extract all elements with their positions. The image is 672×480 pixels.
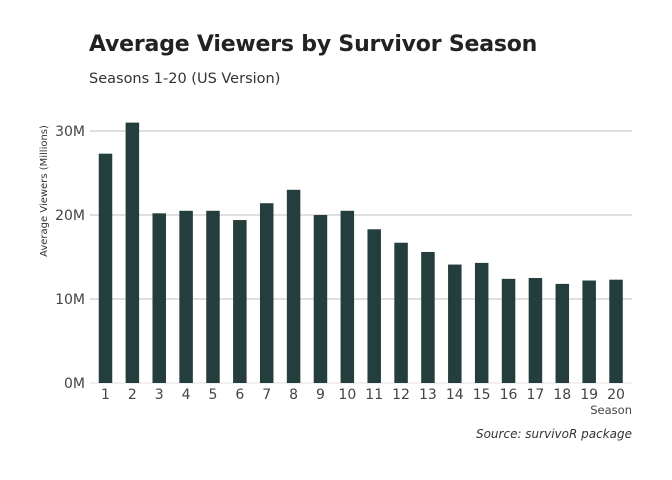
source-caption: Source: survivoR package xyxy=(476,427,632,441)
bar-season-14 xyxy=(448,264,462,383)
x-tick-label: 12 xyxy=(392,387,410,403)
chart-title: Average Viewers by Survivor Season xyxy=(89,32,538,57)
x-tick-label: 4 xyxy=(182,387,191,403)
bars xyxy=(98,122,623,383)
bar-season-10 xyxy=(340,210,355,383)
bar-season-5 xyxy=(206,210,220,383)
x-tick-label: 2 xyxy=(128,387,137,403)
x-tick-label: 13 xyxy=(419,387,437,403)
bar-season-6 xyxy=(233,220,247,383)
bar-season-20 xyxy=(609,279,623,383)
bar-season-8 xyxy=(286,189,301,383)
y-tick-label: 0M xyxy=(64,376,85,392)
y-tick-label: 10M xyxy=(55,292,85,308)
y-tick-label: 30M xyxy=(55,124,85,140)
bar-season-3 xyxy=(152,213,166,383)
bar-season-7 xyxy=(259,203,274,383)
chart-subtitle: Seasons 1-20 (US Version) xyxy=(89,71,281,87)
bar-season-15 xyxy=(474,262,489,383)
x-tick-label: 8 xyxy=(289,387,298,403)
y-tick-label: 20M xyxy=(55,208,85,224)
bar-season-13 xyxy=(421,251,435,383)
y-axis-label: Average Viewers (Millions) xyxy=(39,125,50,257)
x-tick-label: 16 xyxy=(500,387,518,403)
x-tick-label: 10 xyxy=(338,387,356,403)
x-axis-label: Season xyxy=(590,403,632,417)
bar-season-18 xyxy=(555,283,570,383)
x-tick-label: 1 xyxy=(101,387,110,403)
x-tick-label: 9 xyxy=(316,387,325,403)
bar-season-17 xyxy=(528,278,543,383)
x-tick-label: 19 xyxy=(580,387,598,403)
x-tick-label: 18 xyxy=(553,387,571,403)
bar-season-1 xyxy=(98,153,113,383)
bar-season-16 xyxy=(501,278,516,383)
bar-season-12 xyxy=(394,242,408,383)
x-tick-label: 6 xyxy=(235,387,244,403)
bar-season-2 xyxy=(125,122,140,383)
x-tick-label: 3 xyxy=(155,387,164,403)
x-tick-label: 17 xyxy=(527,387,545,403)
bar-season-19 xyxy=(582,280,596,383)
bar-season-9 xyxy=(313,215,328,383)
bar-season-11 xyxy=(367,229,381,383)
x-tick-label: 7 xyxy=(262,387,271,403)
y-tick-labels: 0M 10M 20M 30M xyxy=(55,124,85,392)
x-tick-label: 11 xyxy=(365,387,383,403)
x-tick-label: 14 xyxy=(446,387,464,403)
gridlines xyxy=(90,130,632,384)
x-tick-label: 20 xyxy=(607,387,625,403)
bar-season-4 xyxy=(179,210,193,383)
x-tick-label: 15 xyxy=(473,387,491,403)
x-tick-label: 5 xyxy=(209,387,218,403)
x-tick-labels: 1 2 3 4 5 6 7 8 9 10 11 12 13 14 15 16 17 18 19 20 xyxy=(101,387,625,403)
